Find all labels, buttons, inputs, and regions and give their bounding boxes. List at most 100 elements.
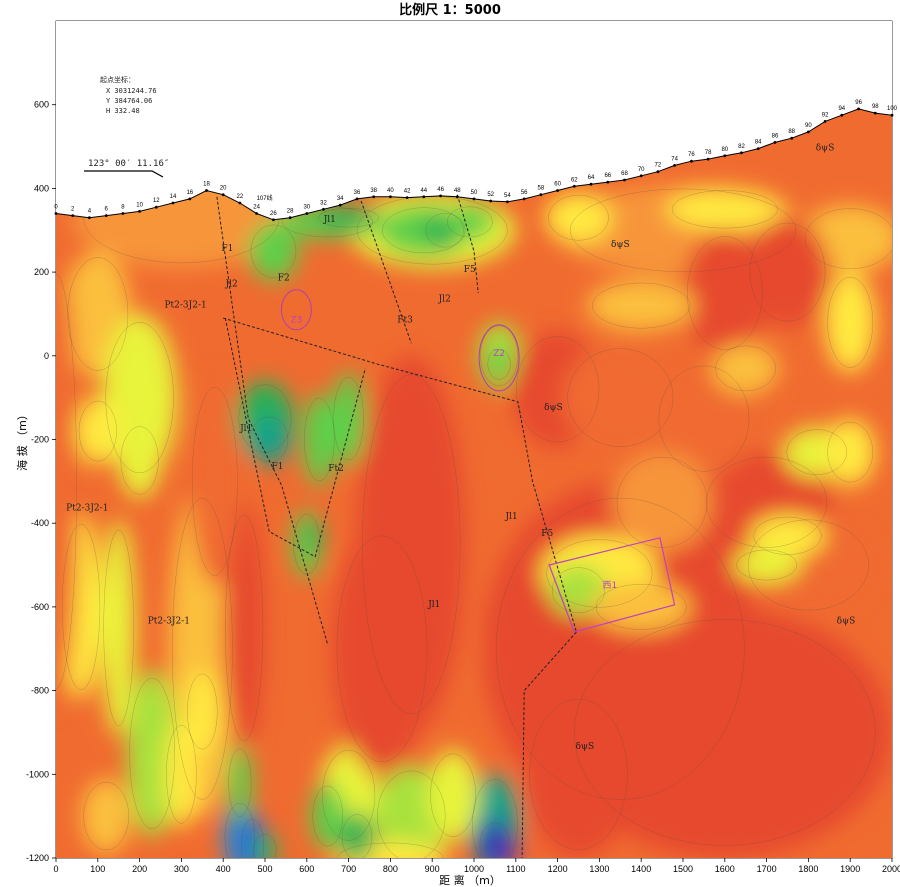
fault-label: F2 <box>278 274 290 284</box>
contour-line <box>224 803 256 858</box>
station-label: 10 <box>136 202 143 208</box>
station-marker <box>873 111 877 115</box>
y-tick-label: -1000 <box>26 769 49 779</box>
station-marker <box>188 197 192 201</box>
contour-line <box>748 519 869 611</box>
station-label: 72 <box>655 163 662 169</box>
station-label: 80 <box>721 147 728 153</box>
contour-line <box>548 194 609 241</box>
station-marker <box>639 174 643 178</box>
fault-f5-upper <box>456 194 479 294</box>
heatmap-blob <box>102 519 136 737</box>
station-label: 82 <box>738 144 745 150</box>
station-marker <box>656 170 660 174</box>
station-marker <box>522 197 526 201</box>
contour-line <box>228 748 252 817</box>
zone-z2-outline <box>478 324 520 392</box>
station-label: 38 <box>370 188 377 194</box>
station-label: 46 <box>437 187 444 193</box>
heatmap-blob <box>561 343 679 452</box>
station-marker <box>54 212 58 215</box>
station-label: 76 <box>688 152 695 158</box>
heatmap-blob <box>227 745 253 821</box>
contour-line <box>192 386 238 576</box>
station-label: 74 <box>671 156 678 162</box>
station-label: 2 <box>71 207 75 213</box>
contour-line <box>569 188 797 272</box>
x-axis: 0 100 200 300 400 500 600 700 800 900 1000 1100 1200… <box>53 858 900 874</box>
contour-line <box>318 208 379 228</box>
contour-line <box>250 416 289 463</box>
station-label: 8 <box>121 205 125 211</box>
fault-ft3 <box>360 200 412 344</box>
x-tick-label: 1200 <box>548 864 568 874</box>
contour-line <box>293 513 321 575</box>
contour-line <box>480 325 519 387</box>
contour-line <box>362 374 461 714</box>
zone-xi1-outline <box>548 537 676 633</box>
zone-label: Z2 <box>493 349 505 359</box>
y-tick-label: 200 <box>34 267 49 277</box>
station-marker <box>623 178 626 182</box>
station-marker <box>673 164 676 167</box>
station-label: 52 <box>487 192 494 198</box>
station-label: 62 <box>571 177 578 183</box>
zone-label: 西1 <box>603 580 618 591</box>
chart-title: 比例尺 1：5000 <box>399 2 501 18</box>
contour-line <box>827 421 873 483</box>
station-marker <box>104 214 108 218</box>
station-label: 34 <box>337 196 344 202</box>
station-marker <box>455 195 459 199</box>
heatmap-blob <box>223 502 265 754</box>
x-axis-title: 距 离 （m） <box>439 873 501 887</box>
station-label: 12 <box>153 198 160 204</box>
y-tick-label: 0 <box>44 351 49 361</box>
contour-line <box>687 236 763 350</box>
heatmap-blob <box>712 343 780 394</box>
fault-f1 <box>216 196 329 645</box>
fault-label: F5 <box>541 529 553 539</box>
heatmap-blob <box>102 313 178 482</box>
x-tick-label: 1500 <box>673 864 693 874</box>
station-label: 48 <box>454 188 461 194</box>
heatmap-blob <box>683 230 767 356</box>
y-tick-label: -200 <box>31 435 49 445</box>
station-label: 96 <box>855 100 862 106</box>
geology-label: Pt2-3J2-1 <box>148 617 190 627</box>
heatmap-blob <box>486 347 512 381</box>
station-marker <box>756 147 760 151</box>
start-coordinate-y: Y 384764.06 <box>106 97 152 105</box>
station-label: 94 <box>838 106 845 112</box>
geology-label: δψS <box>575 742 594 752</box>
y-tick-label: -600 <box>31 602 49 612</box>
contour-line <box>447 206 493 238</box>
sky-mask <box>56 21 892 220</box>
start-coordinate-h: H 332.48 <box>106 107 140 115</box>
station-marker <box>355 197 359 201</box>
heatmap-blob <box>666 188 784 231</box>
station-label: 42 <box>404 189 411 195</box>
contour-line <box>322 749 376 841</box>
fault-deep <box>521 631 577 858</box>
contour-line <box>304 397 335 482</box>
heatmap-blob <box>252 832 278 858</box>
geology-label: Jl1 <box>504 512 517 522</box>
station-marker <box>472 197 476 201</box>
station-label: 44 <box>420 188 427 194</box>
station-marker <box>138 210 142 213</box>
station-marker <box>773 141 777 144</box>
station-label: 98 <box>872 104 879 110</box>
contour-line <box>516 336 600 443</box>
station-marker <box>338 203 342 207</box>
station-marker <box>238 201 242 205</box>
station-marker <box>255 212 258 215</box>
contour-line <box>67 257 129 371</box>
station-label: 40 <box>387 188 394 194</box>
heatmap-blobs <box>56 167 892 858</box>
heatmap-blob <box>56 251 79 712</box>
station-label: 32 <box>320 200 327 206</box>
x-tick-label: 1600 <box>715 864 735 874</box>
station-label: 28 <box>287 209 294 215</box>
geology-labels: Pt2-3J2-1 Pt2-3J2-1 Pt2-3J2-1 Jl2 Jl1 Jl1 Jl2 J… <box>66 144 855 753</box>
geology-label: Jl1 <box>239 424 252 434</box>
